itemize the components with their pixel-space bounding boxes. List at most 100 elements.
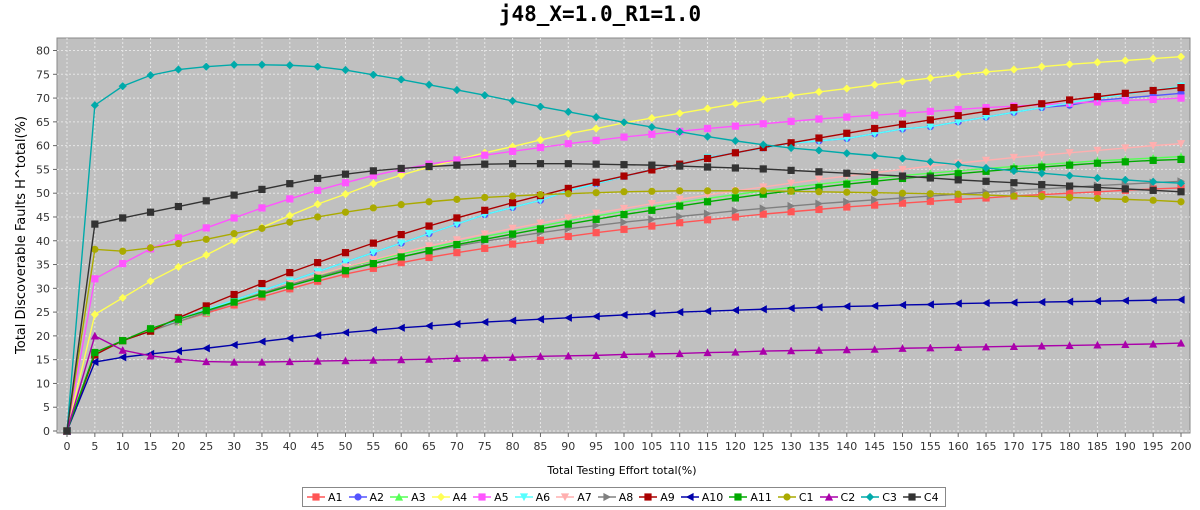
legend-marker [478,493,486,501]
data-point-c1 [202,235,210,243]
data-point-a8 [787,201,796,211]
x-tick-label: 170 [1003,440,1024,453]
data-point-c2 [313,356,322,365]
data-point-a9 [1038,100,1046,108]
x-tick-label: 65 [422,440,436,453]
data-point-a5 [536,143,545,152]
legend-marker [312,493,320,501]
data-point-a11 [731,194,739,202]
x-tick-label: 160 [948,440,969,453]
y-tick-label: 25 [36,306,50,319]
y-tick-label: 40 [36,235,50,248]
data-point-c3 [926,157,935,166]
data-point-a9 [843,129,851,137]
data-point-a1 [592,229,600,237]
data-point-a4 [313,200,322,209]
data-point-a6 [397,239,406,248]
legend-swatch [390,492,409,501]
data-point-a10 [703,307,712,316]
axes: 0 5 10 15 20 25 30 35 40 45 50 55 60 65 70 75 80 85 90 95 10… [36,45,1192,453]
data-point-c1 [843,188,851,196]
data-point-a8 [703,209,712,218]
legend-label: A6 [535,490,551,504]
x-tick-label: 135 [808,440,829,453]
data-point-a5 [1149,95,1157,104]
data-point-c3 [257,60,267,69]
data-point-a1 [787,208,795,216]
data-point-a4 [1176,52,1186,61]
data-point-a10 [926,300,934,309]
legend-item-c4: C4 [902,491,939,504]
data-point-c1 [508,192,517,200]
data-point-c2 [926,343,935,352]
data-point-a11 [202,307,210,315]
data-point-c3 [981,163,991,173]
data-point-a4 [1149,54,1158,63]
data-point-c3 [285,61,294,70]
data-point-a4 [647,113,656,123]
data-point-c4 [341,170,350,178]
data-point-a9 [341,249,350,257]
data-point-a10 [759,305,767,314]
data-point-a10 [341,328,350,337]
data-point-c3 [90,101,99,110]
data-point-a9 [564,184,572,193]
data-point-c1 [564,190,572,198]
data-point-a4 [787,91,796,100]
data-point-c4 [174,202,182,211]
data-point-c2 [1065,341,1074,349]
x-tick-label: 100 [614,440,635,453]
data-point-a6 [926,123,935,131]
data-point-a5 [91,275,99,283]
data-point-c2 [619,350,629,359]
data-point-a10 [369,326,377,335]
data-point-c4 [843,169,851,177]
data-point-c3 [174,65,183,74]
x-tick-label: 20 [171,440,185,453]
x-tick-label: 150 [892,440,913,453]
x-tick-label: 10 [116,440,130,453]
legend-label: C2 [840,490,856,504]
data-point-c4 [119,214,127,222]
y-tick-label: 45 [36,211,50,224]
data-point-c2 [424,355,434,363]
data-point-a7 [480,230,489,239]
x-tick-label: 70 [450,440,464,453]
data-point-c4 [146,208,155,216]
data-point-a8 [815,199,824,208]
data-point-a10 [842,302,851,311]
data-point-c4 [592,160,600,168]
data-point-c4 [676,162,684,170]
data-point-a10 [230,340,238,350]
legend-label: A7 [577,490,592,504]
data-point-a10 [118,353,127,362]
data-point-a11 [397,253,405,261]
data-point-c3 [536,102,545,111]
data-point-c4 [1010,179,1018,187]
data-point-a10 [508,316,517,325]
data-point-a10 [1121,296,1129,305]
data-point-a9 [453,214,461,222]
data-point-a10 [397,323,405,332]
legend-marker [561,493,570,502]
data-point-a10 [954,299,962,308]
data-point-a9 [620,172,628,180]
data-point-a4 [675,109,684,118]
data-point-c3 [397,75,406,84]
data-point-c1 [703,187,712,195]
data-point-a9 [871,124,879,133]
data-point-a10 [981,298,990,308]
data-point-a4 [202,250,211,260]
data-point-a11 [119,337,127,345]
legend-swatch [597,492,616,502]
data-point-a5 [286,195,294,203]
x-tick-label: 165 [976,440,997,453]
data-point-a1 [731,213,739,221]
data-point-a8 [843,197,851,206]
data-point-a11 [453,240,461,249]
y-tick-label: 5 [43,401,50,414]
data-point-c3 [508,96,517,106]
data-point-a11 [592,215,600,223]
data-point-a10 [174,346,182,356]
data-point-a1 [843,203,851,211]
